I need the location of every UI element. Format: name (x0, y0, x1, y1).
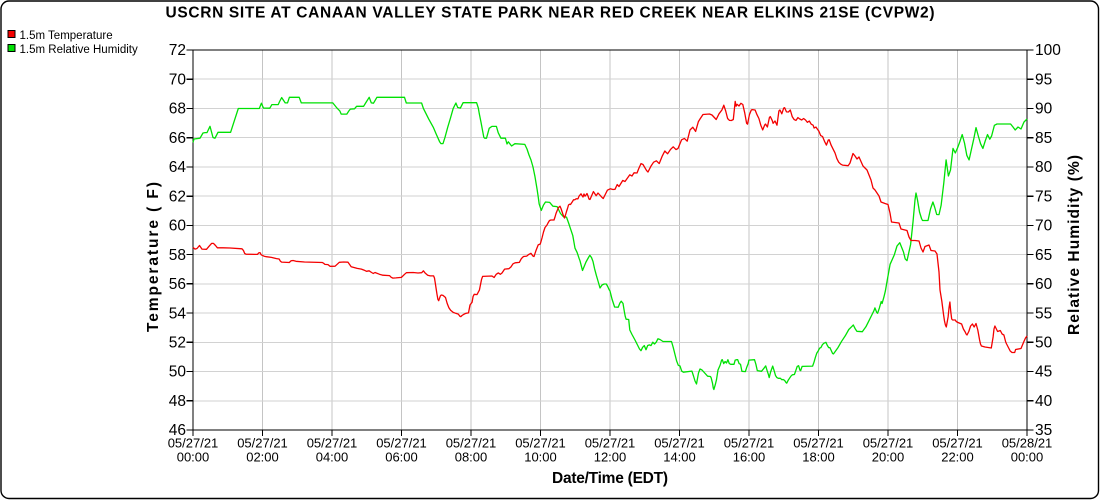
svg-text:1.5m Temperature: 1.5m Temperature (20, 30, 113, 42)
svg-text:14:00: 14:00 (663, 450, 696, 465)
svg-text:05/27/21: 05/27/21 (724, 436, 775, 451)
svg-text:65: 65 (1035, 247, 1052, 264)
svg-text:52: 52 (169, 335, 186, 352)
svg-text:35: 35 (1035, 422, 1052, 439)
svg-text:100: 100 (1035, 42, 1061, 59)
svg-text:60: 60 (1035, 276, 1053, 293)
svg-text:46: 46 (169, 422, 186, 439)
svg-text:60: 60 (169, 218, 187, 235)
svg-text:40: 40 (1035, 393, 1053, 410)
svg-text:95: 95 (1035, 71, 1052, 88)
svg-text:1.5m Relative Humidity: 1.5m Relative Humidity (20, 44, 138, 56)
svg-text:20:00: 20:00 (872, 450, 905, 465)
svg-text:56: 56 (169, 276, 186, 293)
svg-text:Relative Humidity (%): Relative Humidity (%) (1066, 155, 1083, 335)
svg-text:75: 75 (1035, 188, 1052, 205)
svg-text:05/27/21: 05/27/21 (446, 436, 497, 451)
svg-text:68: 68 (169, 101, 186, 118)
svg-text:50: 50 (169, 364, 187, 381)
svg-text:55: 55 (1035, 305, 1052, 322)
svg-text:80: 80 (1035, 159, 1053, 176)
svg-text:05/27/21: 05/27/21 (932, 436, 983, 451)
svg-text:Date/Time (EDT): Date/Time (EDT) (552, 470, 668, 487)
svg-text:05/27/21: 05/27/21 (515, 436, 566, 451)
svg-text:00:00: 00:00 (1011, 450, 1044, 465)
svg-text:05/27/21: 05/27/21 (168, 436, 219, 451)
svg-text:06:00: 06:00 (385, 450, 418, 465)
svg-text:Temperature ( F): Temperature ( F) (145, 182, 162, 332)
svg-text:12:00: 12:00 (594, 450, 627, 465)
svg-text:18:00: 18:00 (802, 450, 835, 465)
svg-text:66: 66 (169, 130, 186, 147)
svg-text:85: 85 (1035, 130, 1052, 147)
svg-text:58: 58 (169, 247, 186, 264)
svg-text:54: 54 (169, 305, 187, 322)
svg-text:45: 45 (1035, 364, 1052, 381)
svg-text:04:00: 04:00 (316, 450, 349, 465)
svg-text:05/27/21: 05/27/21 (376, 436, 427, 451)
svg-text:48: 48 (169, 393, 186, 410)
svg-text:USCRN SITE AT CANAAN VALLEY ST: USCRN SITE AT CANAAN VALLEY STATE PARK N… (166, 5, 935, 22)
svg-text:05/27/21: 05/27/21 (793, 436, 844, 451)
svg-text:05/27/21: 05/27/21 (654, 436, 705, 451)
svg-text:64: 64 (169, 159, 187, 176)
svg-text:05/27/21: 05/27/21 (307, 436, 358, 451)
svg-text:16:00: 16:00 (733, 450, 766, 465)
svg-text:22:00: 22:00 (941, 450, 974, 465)
svg-text:00:00: 00:00 (177, 450, 210, 465)
svg-text:70: 70 (169, 71, 187, 88)
svg-text:10:00: 10:00 (524, 450, 557, 465)
svg-text:05/27/21: 05/27/21 (237, 436, 288, 451)
svg-text:50: 50 (1035, 335, 1053, 352)
svg-text:05/27/21: 05/27/21 (585, 436, 636, 451)
svg-text:05/27/21: 05/27/21 (863, 436, 914, 451)
svg-text:05/28/21: 05/28/21 (1002, 436, 1053, 451)
svg-text:70: 70 (1035, 218, 1053, 235)
svg-text:02:00: 02:00 (246, 450, 279, 465)
svg-text:72: 72 (169, 42, 186, 59)
svg-text:90: 90 (1035, 101, 1053, 118)
svg-text:62: 62 (169, 188, 186, 205)
svg-text:08:00: 08:00 (455, 450, 488, 465)
